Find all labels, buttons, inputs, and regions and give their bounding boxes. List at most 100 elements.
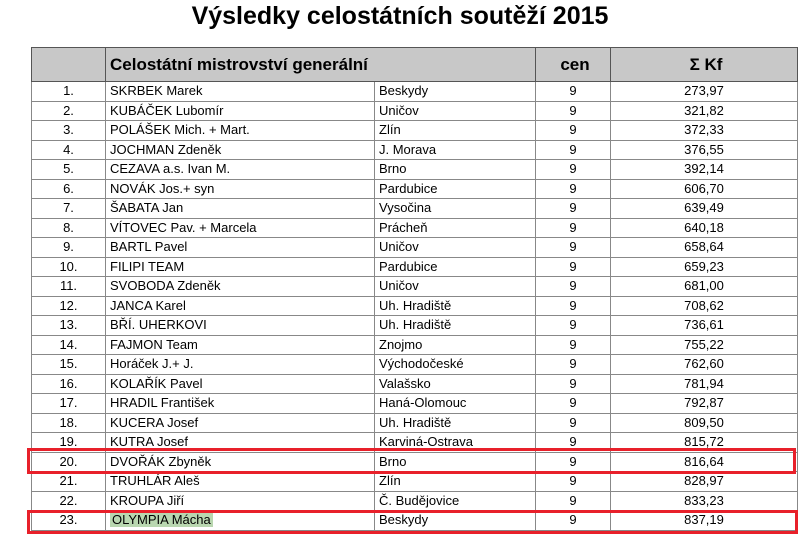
cell-region: J. Morava: [374, 139, 536, 160]
cell-region: Uničov: [374, 100, 536, 121]
results-table: Celostátní mistrovství generální cen Σ K…: [31, 47, 798, 531]
table-row: 3. POLÁŠEK Mich. + Mart. Zlín 9 372,33: [31, 120, 798, 141]
cell-name: HRADIL František: [105, 393, 375, 414]
cell-region: Brno: [374, 451, 536, 472]
cell-cen: 9: [535, 198, 611, 219]
cell-kf: 658,64: [610, 237, 798, 258]
table-row: 8. VÍTOVEC Pav. + Marcela Prácheň 9 640,18: [31, 217, 798, 238]
table-row: 18. KUCERA Josef Uh. Hradiště 9 809,50: [31, 412, 798, 433]
cell-region: Pardubice: [374, 178, 536, 199]
cell-kf: 833,23: [610, 490, 798, 511]
cell-region: Uh. Hradiště: [374, 295, 536, 316]
table-row: 17. HRADIL František Haná-Olomouc 9 792,87: [31, 393, 798, 414]
table-row: 12. JANCA Karel Uh. Hradiště 9 708,62: [31, 295, 798, 316]
cell-cen: 9: [535, 412, 611, 433]
table-row: 16. KOLAŘÍK Pavel Valašsko 9 781,94: [31, 373, 798, 394]
highlight-box-row-23: [27, 510, 798, 534]
table-header: Celostátní mistrovství generální cen Σ K…: [31, 47, 798, 82]
cell-cen: 9: [535, 237, 611, 258]
header-name: Celostátní mistrovství generální: [105, 47, 536, 82]
cell-cen: 9: [535, 139, 611, 160]
cell-region: Brno: [374, 159, 536, 180]
cell-cen: 9: [535, 373, 611, 394]
header-kf: Σ Kf: [610, 47, 798, 82]
cell-name: POLÁŠEK Mich. + Mart.: [105, 120, 375, 141]
header-cen: cen: [535, 47, 611, 82]
cell-region: Uh. Hradiště: [374, 315, 536, 336]
cell-rank: 18.: [31, 412, 106, 433]
cell-kf: 736,61: [610, 315, 798, 336]
cell-kf: 606,70: [610, 178, 798, 199]
table-row: 4. JOCHMAN Zdeněk J. Morava 9 376,55: [31, 139, 798, 160]
table-row: 11. SVOBODA Zdeněk Uničov 9 681,00: [31, 276, 798, 297]
cell-kf: 828,97: [610, 471, 798, 492]
table-row: 10. FILIPI TEAM Pardubice 9 659,23: [31, 256, 798, 277]
cell-kf: 809,50: [610, 412, 798, 433]
cell-rank: 1.: [31, 81, 106, 102]
table-row: 15. Horáček J.+ J. Východočeské 9 762,60: [31, 354, 798, 375]
cell-rank: 16.: [31, 373, 106, 394]
cell-cen: 9: [535, 217, 611, 238]
cell-name: Horáček J.+ J.: [105, 354, 375, 375]
cell-name: SVOBODA Zdeněk: [105, 276, 375, 297]
table-row: 20. DVOŘÁK Zbyněk Brno 9 816,64: [31, 451, 798, 472]
cell-cen: 9: [535, 471, 611, 492]
table-row: 5. CEZAVA a.s. Ivan M. Brno 9 392,14: [31, 159, 798, 180]
cell-region: Valašsko: [374, 373, 536, 394]
cell-cen: 9: [535, 120, 611, 141]
highlighted-name: OLYMPIA Mácha: [110, 512, 213, 528]
cell-rank: 14.: [31, 334, 106, 355]
cell-rank: 3.: [31, 120, 106, 141]
table-row: 1. SKRBEK Marek Beskydy 9 273,97: [31, 81, 798, 102]
cell-rank: 22.: [31, 490, 106, 511]
cell-cen: 9: [535, 276, 611, 297]
cell-cen: 9: [535, 334, 611, 355]
cell-region: Č. Budějovice: [374, 490, 536, 511]
table-row: 6. NOVÁK Jos.+ syn Pardubice 9 606,70: [31, 178, 798, 199]
cell-kf: 273,97: [610, 81, 798, 102]
cell-rank: 6.: [31, 178, 106, 199]
cell-name: VÍTOVEC Pav. + Marcela: [105, 217, 375, 238]
cell-region: Pardubice: [374, 256, 536, 277]
cell-kf: 372,33: [610, 120, 798, 141]
cell-rank: 9.: [31, 237, 106, 258]
table-row: 2. KUBÁČEK Lubomír Uničov 9 321,82: [31, 100, 798, 121]
cell-cen: 9: [535, 256, 611, 277]
cell-region: Uničov: [374, 237, 536, 258]
cell-name: KUCERA Josef: [105, 412, 375, 433]
table-row: 14. FAJMON Team Znojmo 9 755,22: [31, 334, 798, 355]
cell-cen: 9: [535, 354, 611, 375]
cell-region: Uničov: [374, 276, 536, 297]
cell-kf: 755,22: [610, 334, 798, 355]
cell-kf: 321,82: [610, 100, 798, 121]
cell-rank: 12.: [31, 295, 106, 316]
cell-rank: 2.: [31, 100, 106, 121]
cell-kf: 639,49: [610, 198, 798, 219]
cell-rank: 5.: [31, 159, 106, 180]
cell-kf: 708,62: [610, 295, 798, 316]
cell-name: KUTRA Josef: [105, 432, 375, 453]
cell-kf: 781,94: [610, 373, 798, 394]
cell-rank: 4.: [31, 139, 106, 160]
table-row: 22. KROUPA Jiří Č. Budějovice 9 833,23: [31, 490, 798, 511]
cell-name: NOVÁK Jos.+ syn: [105, 178, 375, 199]
cell-rank: 13.: [31, 315, 106, 336]
cell-name: FILIPI TEAM: [105, 256, 375, 277]
cell-name: CEZAVA a.s. Ivan M.: [105, 159, 375, 180]
cell-name: BŘÍ. UHERKOVI: [105, 315, 375, 336]
cell-rank: 8.: [31, 217, 106, 238]
cell-rank: 15.: [31, 354, 106, 375]
table-row: 13. BŘÍ. UHERKOVI Uh. Hradiště 9 736,61: [31, 315, 798, 336]
cell-cen: 9: [535, 295, 611, 316]
cell-cen: 9: [535, 490, 611, 511]
cell-region: Znojmo: [374, 334, 536, 355]
table-row: 9. BARTL Pavel Uničov 9 658,64: [31, 237, 798, 258]
table-row: 21. TRUHLÁR Aleš Zlín 9 828,97: [31, 471, 798, 492]
cell-region: Východočeské: [374, 354, 536, 375]
cell-rank: 17.: [31, 393, 106, 414]
cell-rank: 10.: [31, 256, 106, 277]
cell-cen: 9: [535, 393, 611, 414]
cell-name: FAJMON Team: [105, 334, 375, 355]
cell-kf: 815,72: [610, 432, 798, 453]
table-row: 7. ŠABATA Jan Vysočina 9 639,49: [31, 198, 798, 219]
